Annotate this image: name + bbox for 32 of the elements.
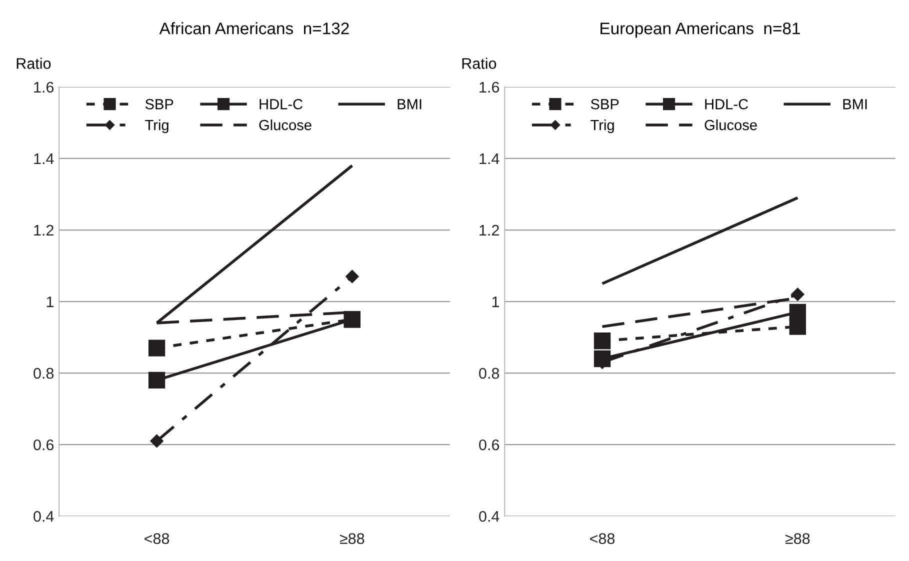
legend-label: Glucose xyxy=(704,120,757,130)
y-tick-label: 1 xyxy=(46,296,54,308)
y-tick-label: 0.4 xyxy=(479,510,500,522)
y-tick-label: 1.4 xyxy=(480,154,500,164)
legend-label: BMI xyxy=(398,99,422,110)
y-tick-label: 0.8 xyxy=(34,368,54,379)
y-tick-label: 1.6 xyxy=(480,82,500,93)
legend-label: Trig xyxy=(590,120,614,134)
legend-label: Glucose xyxy=(259,120,312,130)
legend-label: HDL-C xyxy=(260,99,303,110)
legend-label: SBP xyxy=(590,99,619,110)
y-axis-title: Ratio xyxy=(462,58,496,69)
x-tick-label: ≥88 xyxy=(785,533,810,544)
x-tick-label: <88 xyxy=(144,533,170,544)
y-tick-label: 1.2 xyxy=(34,224,54,236)
y-tick-label: 0.4 xyxy=(34,510,54,522)
legend-label: HDL-C xyxy=(705,99,748,110)
y-tick-label: 1 xyxy=(492,296,499,308)
legend-label: BMI xyxy=(843,99,867,110)
y-tick-label: 1.4 xyxy=(34,154,54,164)
y-tick-label: 1.2 xyxy=(480,224,499,236)
y-tick-label: 0.6 xyxy=(34,439,54,450)
legend-label: Trig xyxy=(145,120,168,134)
chart-title: African Americans n=132 xyxy=(159,22,349,34)
y-axis-title: Ratio xyxy=(16,58,51,69)
x-tick-label: <88 xyxy=(590,533,615,544)
chart-title: European Americans n=81 xyxy=(600,22,800,38)
x-tick-label: ≥88 xyxy=(340,533,364,544)
y-tick-label: 1.6 xyxy=(34,82,54,93)
y-tick-label: 0.8 xyxy=(479,368,500,379)
legend-label: SBP xyxy=(145,99,174,110)
y-tick-label: 0.6 xyxy=(479,439,500,450)
